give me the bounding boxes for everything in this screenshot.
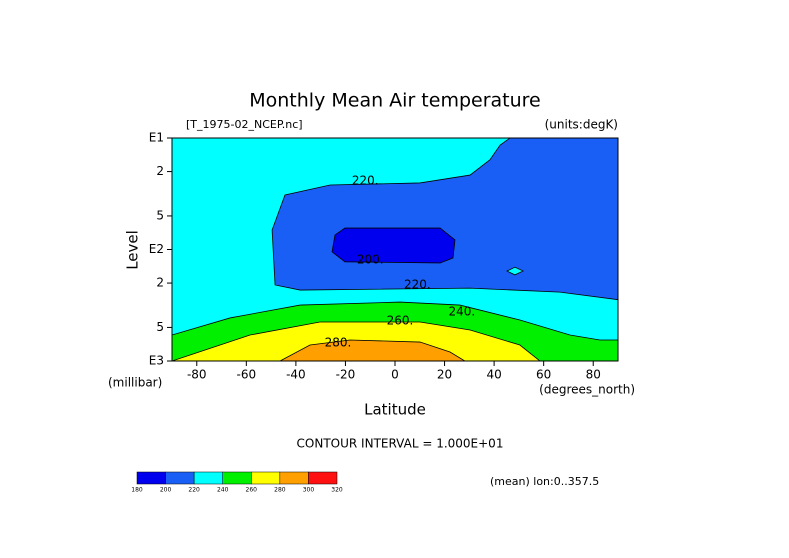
colorbar-label: 200 bbox=[160, 487, 172, 494]
subtitle-right: (units:degK) bbox=[545, 118, 618, 132]
contour-region bbox=[279, 339, 466, 361]
colorbar-label: 220 bbox=[188, 487, 200, 494]
x-tick-label: 40 bbox=[486, 368, 501, 382]
colorbar-label: 320 bbox=[331, 487, 343, 494]
y-unit: (millibar) bbox=[108, 376, 162, 390]
contour-label: 200. bbox=[357, 252, 384, 266]
contour-label: 220. bbox=[352, 173, 379, 187]
contour-label: 260. bbox=[387, 314, 414, 328]
y-tick-label: E2 bbox=[149, 242, 164, 256]
colorbar-label: 260 bbox=[246, 487, 258, 494]
colorbar-swatch bbox=[279, 471, 309, 485]
x-tick-label: 60 bbox=[536, 368, 551, 382]
x-tick-label: -20 bbox=[336, 368, 356, 382]
y-tick-label: E3 bbox=[149, 354, 164, 368]
contour-region bbox=[506, 266, 525, 276]
y-tick-label: 5 bbox=[156, 320, 164, 334]
contour-label: 240. bbox=[449, 305, 476, 319]
colorbar-swatch bbox=[193, 471, 223, 485]
x-tick-label: -80 bbox=[187, 368, 207, 382]
lon-note: (mean) lon:0..357.5 bbox=[490, 475, 599, 488]
colorbar-swatch bbox=[222, 471, 252, 485]
x-tick-label: 20 bbox=[437, 368, 452, 382]
colorbar-label: 280 bbox=[274, 487, 286, 494]
y-tick-label: 5 bbox=[156, 208, 164, 222]
x-tick-label: -60 bbox=[237, 368, 257, 382]
contour-interval: CONTOUR INTERVAL = 1.000E+01 bbox=[297, 437, 504, 451]
colorbar-label: 240 bbox=[217, 487, 229, 494]
plot-area bbox=[172, 138, 618, 361]
colorbar-swatch bbox=[251, 471, 281, 485]
y-tick-label: 2 bbox=[156, 164, 164, 178]
y-tick-label: E1 bbox=[149, 131, 164, 145]
y-axis-label: Level bbox=[124, 230, 142, 270]
contour-region bbox=[331, 227, 456, 264]
chart-title: Monthly Mean Air temperature bbox=[249, 90, 540, 112]
x-tick-label: -40 bbox=[286, 368, 306, 382]
x-tick-label: 0 bbox=[391, 368, 399, 382]
contour-label: 280. bbox=[325, 336, 352, 350]
colorbar-swatch bbox=[165, 471, 195, 485]
colorbar-label: 300 bbox=[303, 487, 315, 494]
colorbar-swatch bbox=[308, 471, 338, 485]
subtitle-left: [T_1975-02_NCEP.nc] bbox=[186, 118, 303, 131]
colorbar-label: 180 bbox=[131, 487, 143, 494]
x-unit: (degrees_north) bbox=[539, 383, 635, 397]
x-axis-label: Latitude bbox=[364, 401, 426, 419]
contour-label: 220. bbox=[404, 277, 431, 291]
x-tick-label: 80 bbox=[586, 368, 601, 382]
y-tick-label: 2 bbox=[156, 276, 164, 290]
colorbar-swatch bbox=[136, 471, 166, 485]
